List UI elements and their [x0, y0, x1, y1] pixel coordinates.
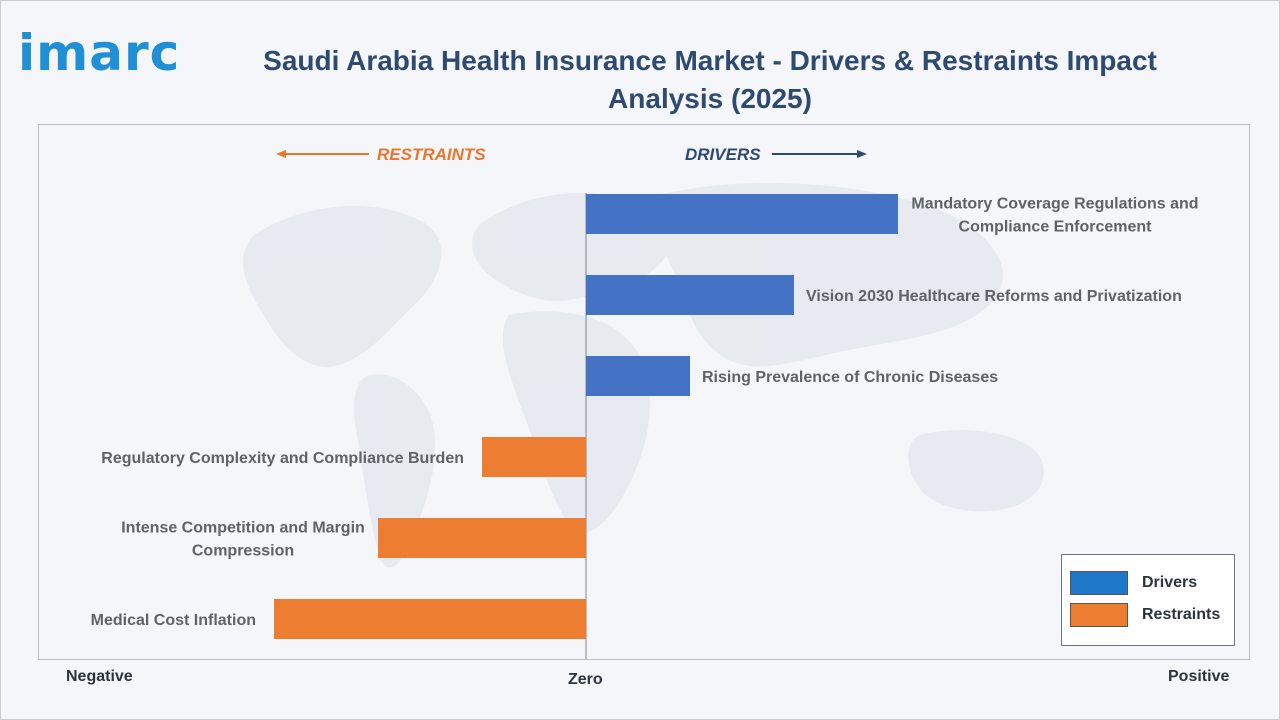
- category-label: Regulatory Complexity and Compliance Bur…: [101, 450, 464, 467]
- bar-restraint: [378, 518, 586, 558]
- legend-swatch-drivers: [1070, 571, 1128, 595]
- axis-label-zero: Zero: [568, 671, 603, 688]
- chart-title: Saudi Arabia Health Insurance Market - D…: [250, 42, 1170, 118]
- direction-label-drivers: DRIVERS: [685, 145, 761, 164]
- legend-item-restraints: Restraints: [1070, 603, 1220, 627]
- axis-label-positive: Positive: [1168, 668, 1230, 685]
- chart-svg: RESTRAINTS DRIVERS Mandatory Coverage Regu…: [91, 145, 1199, 659]
- legend-item-drivers: Drivers: [1070, 571, 1197, 595]
- axis-label-negative: Negative: [66, 668, 133, 685]
- bar-driver: [586, 275, 794, 315]
- category-label: Vision 2030 Healthcare Reforms and Priva…: [806, 288, 1182, 305]
- bar-restraint: [274, 599, 586, 639]
- bar-restraint: [482, 437, 586, 477]
- legend-swatch-restraints: [1070, 603, 1128, 627]
- category-label: Mandatory Coverage Regulations and: [911, 196, 1198, 213]
- category-label: Compression: [192, 543, 294, 560]
- title-line-2: Analysis (2025): [608, 83, 812, 114]
- chart-legend: Drivers Restraints: [1061, 554, 1235, 646]
- direction-label-restraints: RESTRAINTS: [377, 145, 486, 164]
- imarc-logo: imarc: [18, 24, 181, 82]
- chart-area: RESTRAINTS DRIVERS Mandatory Coverage Regu…: [38, 124, 1250, 660]
- arrow-right-icon: [857, 150, 867, 158]
- category-label: Medical Cost Inflation: [91, 612, 256, 629]
- legend-label-drivers: Drivers: [1142, 574, 1198, 591]
- bar-driver: [586, 356, 690, 396]
- arrow-left-icon: [276, 150, 286, 158]
- category-label: Rising Prevalence of Chronic Diseases: [702, 369, 998, 386]
- bar-driver: [586, 194, 898, 234]
- category-label: Compliance Enforcement: [959, 219, 1153, 236]
- legend-label-restraints: Restraints: [1142, 606, 1221, 623]
- category-label: Intense Competition and Margin: [121, 520, 365, 537]
- title-line-1: Saudi Arabia Health Insurance Market - D…: [263, 45, 1157, 76]
